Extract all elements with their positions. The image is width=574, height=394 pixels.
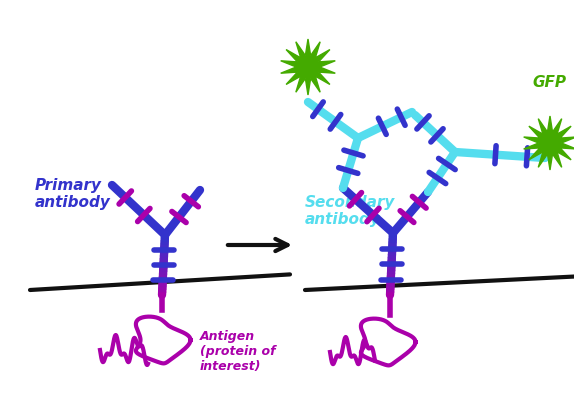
Polygon shape: [281, 39, 335, 95]
Text: GFP: GFP: [532, 74, 566, 89]
Text: Antigen
(protein of
interest): Antigen (protein of interest): [200, 330, 276, 373]
Text: Secondary
antibody: Secondary antibody: [305, 195, 395, 227]
Polygon shape: [523, 116, 574, 170]
Text: Primary
antibody: Primary antibody: [35, 178, 111, 210]
